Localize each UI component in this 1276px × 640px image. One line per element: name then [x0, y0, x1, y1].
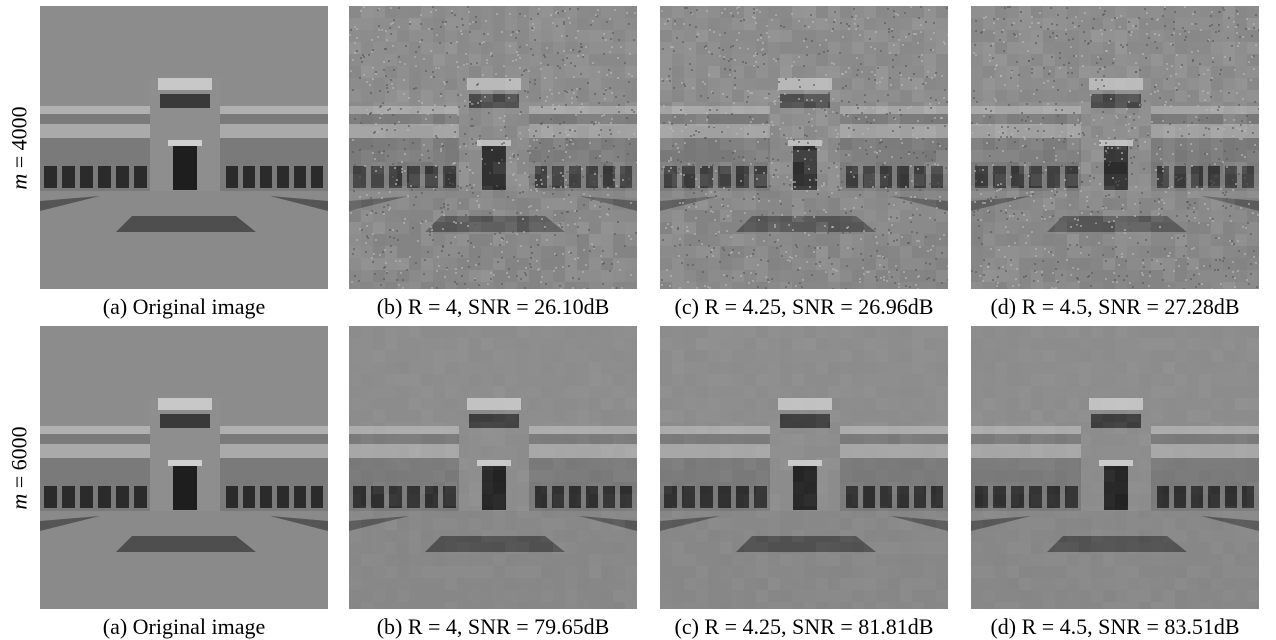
caption: (a) Original image — [102, 294, 266, 319]
image-panel-r425 — [660, 326, 948, 609]
image-panel-r4 — [349, 6, 637, 289]
caption: (a) Original image — [102, 614, 266, 639]
image-panel-r425 — [660, 6, 948, 289]
row-label-m4000: m = 4000 — [0, 6, 40, 289]
row-label-m6000: m = 6000 — [0, 326, 40, 609]
image-panel-original — [40, 326, 328, 609]
row-label-text: m = 4000 — [7, 105, 32, 190]
caption: (b) R = 4, SNR = 79.65dB — [376, 614, 610, 639]
image-panel-r45 — [971, 326, 1259, 609]
caption: (d) R = 4.5, SNR = 83.51dB — [990, 614, 1240, 639]
caption: (c) R = 4.25, SNR = 26.96dB — [674, 294, 934, 319]
caption: (d) R = 4.5, SNR = 27.28dB — [990, 294, 1240, 319]
image-panel-r4 — [349, 326, 637, 609]
image-panel-original — [40, 6, 328, 289]
caption: (b) R = 4, SNR = 26.10dB — [376, 294, 610, 319]
image-panel-r45 — [971, 6, 1259, 289]
row-label-text: m = 6000 — [7, 425, 32, 510]
caption: (c) R = 4.25, SNR = 81.81dB — [674, 614, 934, 639]
